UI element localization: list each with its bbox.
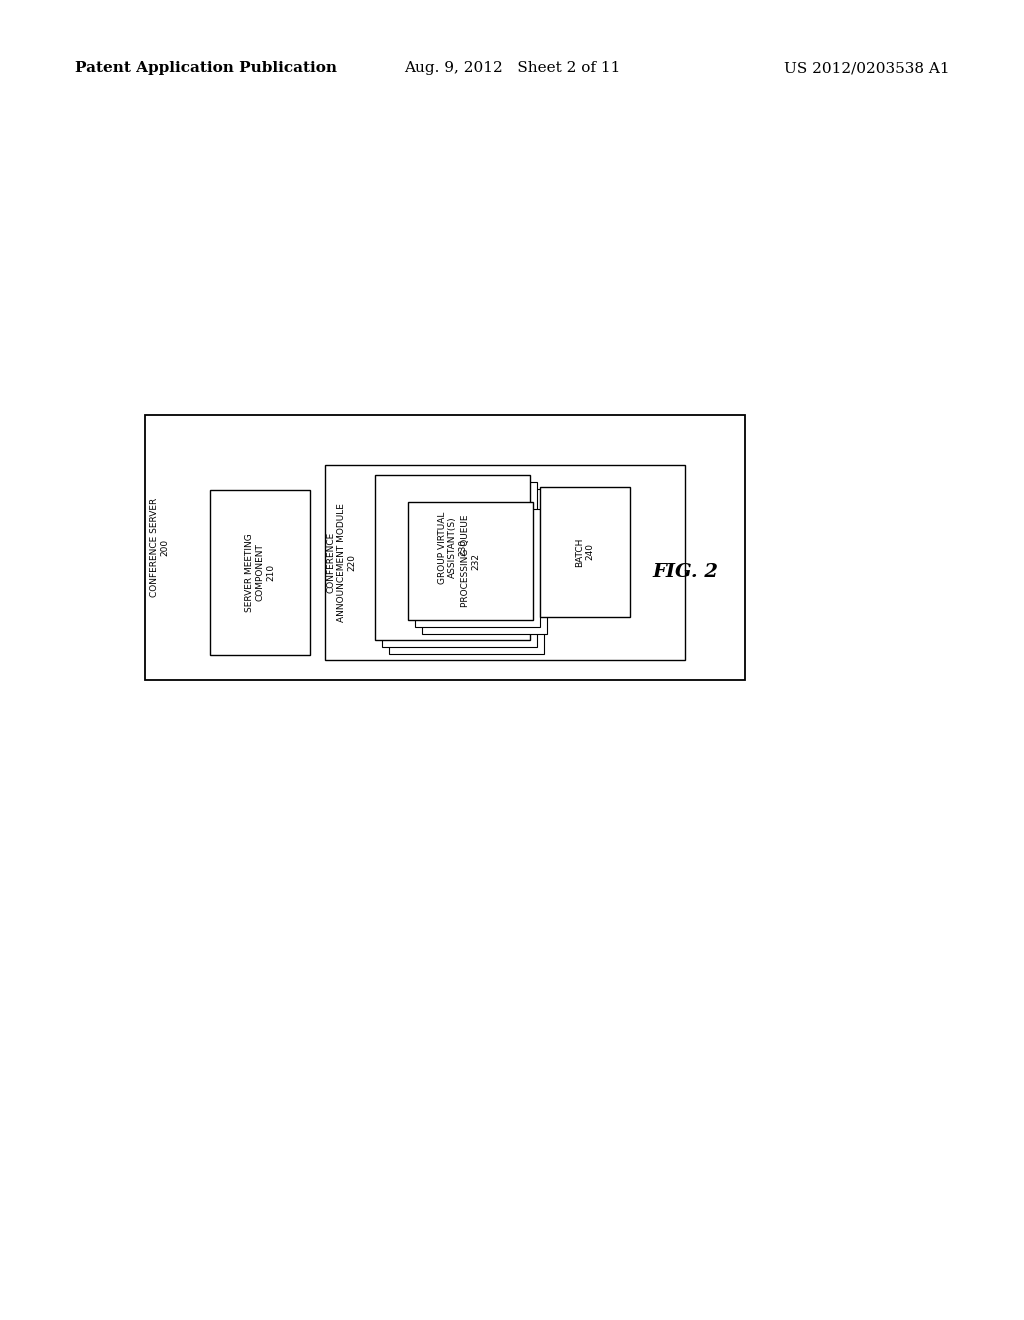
Text: FIG. 2: FIG. 2 xyxy=(652,564,718,581)
Bar xyxy=(408,502,534,620)
Text: CONFERENCE SERVER
200: CONFERENCE SERVER 200 xyxy=(151,498,170,597)
Bar xyxy=(382,482,537,647)
Text: SERVER MEETING
COMPONENT
210: SERVER MEETING COMPONENT 210 xyxy=(245,533,274,612)
Bar xyxy=(422,516,547,634)
Text: BATCH
240: BATCH 240 xyxy=(575,537,595,566)
Bar xyxy=(389,488,544,653)
Bar xyxy=(210,490,310,655)
Text: Patent Application Publication: Patent Application Publication xyxy=(75,61,337,75)
Text: GROUP VIRTUAL
ASSISTANT(S)
230: GROUP VIRTUAL ASSISTANT(S) 230 xyxy=(437,511,467,583)
Text: PROCESSING QUEUE
232: PROCESSING QUEUE 232 xyxy=(461,515,480,607)
Bar xyxy=(325,465,685,660)
Text: Aug. 9, 2012   Sheet 2 of 11: Aug. 9, 2012 Sheet 2 of 11 xyxy=(403,61,621,75)
Bar xyxy=(415,510,540,627)
Bar xyxy=(375,475,530,640)
Bar xyxy=(540,487,630,616)
Text: CONFERENCE
ANNOUNCEMENT MODULE
220: CONFERENCE ANNOUNCEMENT MODULE 220 xyxy=(326,503,356,622)
Bar xyxy=(145,414,745,680)
Text: US 2012/0203538 A1: US 2012/0203538 A1 xyxy=(784,61,950,75)
